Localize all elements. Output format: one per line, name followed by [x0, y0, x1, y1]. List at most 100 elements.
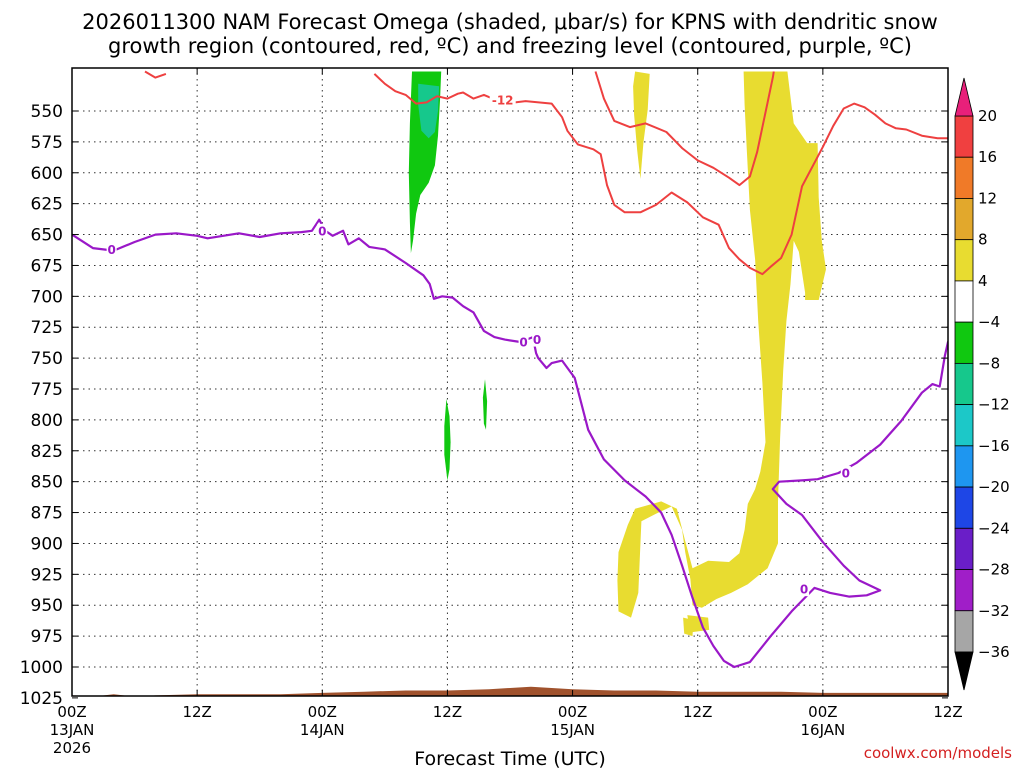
colorbar-top-arrow	[954, 77, 974, 117]
ground-fill	[72, 686, 948, 696]
omega-shading	[408, 71, 826, 637]
freezing-level-label-2: 0	[519, 336, 527, 350]
freezing-level-label-5: 0	[800, 583, 808, 597]
colorbar-label-7: −12	[978, 396, 1010, 414]
xtick-label-h72: 00Z	[808, 703, 837, 721]
colorbar-bin-4	[954, 280, 974, 323]
xtick-date-h0: 13JAN	[50, 721, 95, 739]
ytick-label-625: 625	[31, 195, 63, 215]
colorbar-bin-7	[954, 404, 974, 447]
freezing-level-contour	[72, 218, 948, 669]
ytick-label-1025: 1025	[20, 689, 63, 709]
freezing-level-label-1: 0	[318, 224, 326, 238]
dendritic-contour-label: -12	[492, 93, 514, 107]
omega-region-3	[482, 379, 488, 430]
y-axis-pressure: 550 575 600 625 650 675 700 725 750 775 800 825 850 8…	[20, 102, 948, 709]
colorbar-label-0: 20	[978, 107, 997, 125]
colorbar-bottom-arrow	[954, 651, 974, 691]
freezing-level-label-0: 0	[107, 243, 115, 257]
colorbar-label-9: −20	[978, 478, 1010, 496]
ytick-label-600: 600	[31, 164, 63, 184]
xtick-label-h60: 12Z	[683, 703, 712, 721]
colorbar: 20 16 12 8 4 −4 −8 −12 −16 −20 −24 −28 −32 −36	[954, 77, 1010, 691]
colorbar-label-3: 8	[978, 231, 988, 249]
ground-terrain	[72, 686, 948, 696]
omega-region-5	[617, 71, 826, 618]
chart-title-line-2: growth region (contoured, red, ºC) and f…	[108, 34, 912, 58]
colorbar-bin-8	[954, 445, 974, 488]
colorbar-bin-9	[954, 486, 974, 529]
ytick-label-850: 850	[31, 473, 63, 493]
colorbar-bin-1	[954, 156, 974, 199]
ytick-label-575: 575	[31, 133, 63, 153]
ytick-label-700: 700	[31, 287, 63, 307]
xtick-label-h0: 00Z	[57, 703, 86, 721]
xtick-label-h84: 12Z	[933, 703, 962, 721]
ytick-label-675: 675	[31, 256, 63, 276]
plot-area: 000 000-12	[72, 68, 948, 696]
dendritic-growth-contours	[144, 70, 948, 276]
x-axis-label: Forecast Time (UTC)	[414, 748, 605, 768]
dendritic-contour-0	[144, 70, 167, 79]
ytick-label-1000: 1000	[20, 658, 63, 678]
xtick-label-h12: 12Z	[182, 703, 211, 721]
colorbar-bin-2	[954, 198, 974, 241]
colorbar-label-8: −16	[978, 437, 1010, 455]
contour-labels: 000 000-12	[106, 92, 851, 597]
freezing-label-bg-5	[799, 582, 810, 597]
colorbar-label-13: −36	[978, 643, 1010, 661]
colorbar-bin-11	[954, 569, 974, 612]
dendritic-contour-2	[594, 71, 775, 187]
colorbar-bin-6	[954, 362, 974, 406]
ytick-label-800: 800	[31, 411, 63, 431]
colorbar-bin-0	[954, 115, 974, 158]
colorbar-label-10: −24	[978, 519, 1010, 537]
dendritic-label-bg	[489, 92, 516, 107]
credit-text: coolwx.com/models	[864, 744, 1012, 762]
colorbar-label-2: 12	[978, 189, 997, 207]
xtick-label-h36: 12Z	[433, 703, 462, 721]
freezing-level-label-3: 0	[533, 333, 541, 347]
xtick-date-h48: 15JAN	[550, 721, 595, 739]
ytick-label-975: 975	[31, 627, 63, 647]
ytick-label-900: 900	[31, 534, 63, 554]
xtick-label-h24: 00Z	[308, 703, 337, 721]
xtick-date-h24: 14JAN	[300, 721, 345, 739]
xtick-label-h48: 00Z	[558, 703, 587, 721]
freezing-label-bg-1	[317, 223, 328, 238]
freezing-level-line	[72, 218, 948, 669]
omega-region-7	[683, 617, 694, 637]
ytick-label-925: 925	[31, 565, 63, 585]
colorbar-label-11: −28	[978, 561, 1010, 579]
plot-frame	[71, 67, 949, 697]
ytick-label-550: 550	[31, 102, 63, 122]
gridlines	[72, 68, 948, 696]
xtick-date-h72: 16JAN	[800, 721, 845, 739]
ytick-label-950: 950	[31, 596, 63, 616]
omega-region-2	[444, 398, 451, 481]
colorbar-bin-10	[954, 527, 974, 570]
colorbar-label-1: 16	[978, 148, 997, 166]
colorbar-label-6: −8	[978, 354, 1000, 372]
freezing-level-label-4: 0	[842, 467, 850, 481]
ytick-label-750: 750	[31, 349, 63, 369]
ytick-label-825: 825	[31, 442, 63, 462]
colorbar-bin-3	[954, 239, 974, 282]
ytick-label-650: 650	[31, 226, 63, 246]
freezing-label-bg-4	[840, 466, 851, 481]
colorbar-label-12: −32	[978, 602, 1010, 620]
freezing-label-bg-3	[532, 332, 543, 347]
xtick-year-h0: 2026	[53, 739, 91, 757]
ytick-label-775: 775	[31, 380, 63, 400]
ytick-label-875: 875	[31, 504, 63, 524]
colorbar-label-5: −4	[978, 313, 1000, 331]
chart-title-line-1: 2026011300 NAM Forecast Omega (shaded, μ…	[82, 10, 938, 34]
freezing-label-bg-0	[106, 242, 117, 257]
colorbar-label-4: 4	[978, 272, 988, 290]
freezing-label-bg-2	[518, 335, 529, 350]
colorbar-bin-5	[954, 321, 974, 364]
ytick-label-725: 725	[31, 318, 63, 338]
dendritic-contour-1	[373, 73, 948, 276]
